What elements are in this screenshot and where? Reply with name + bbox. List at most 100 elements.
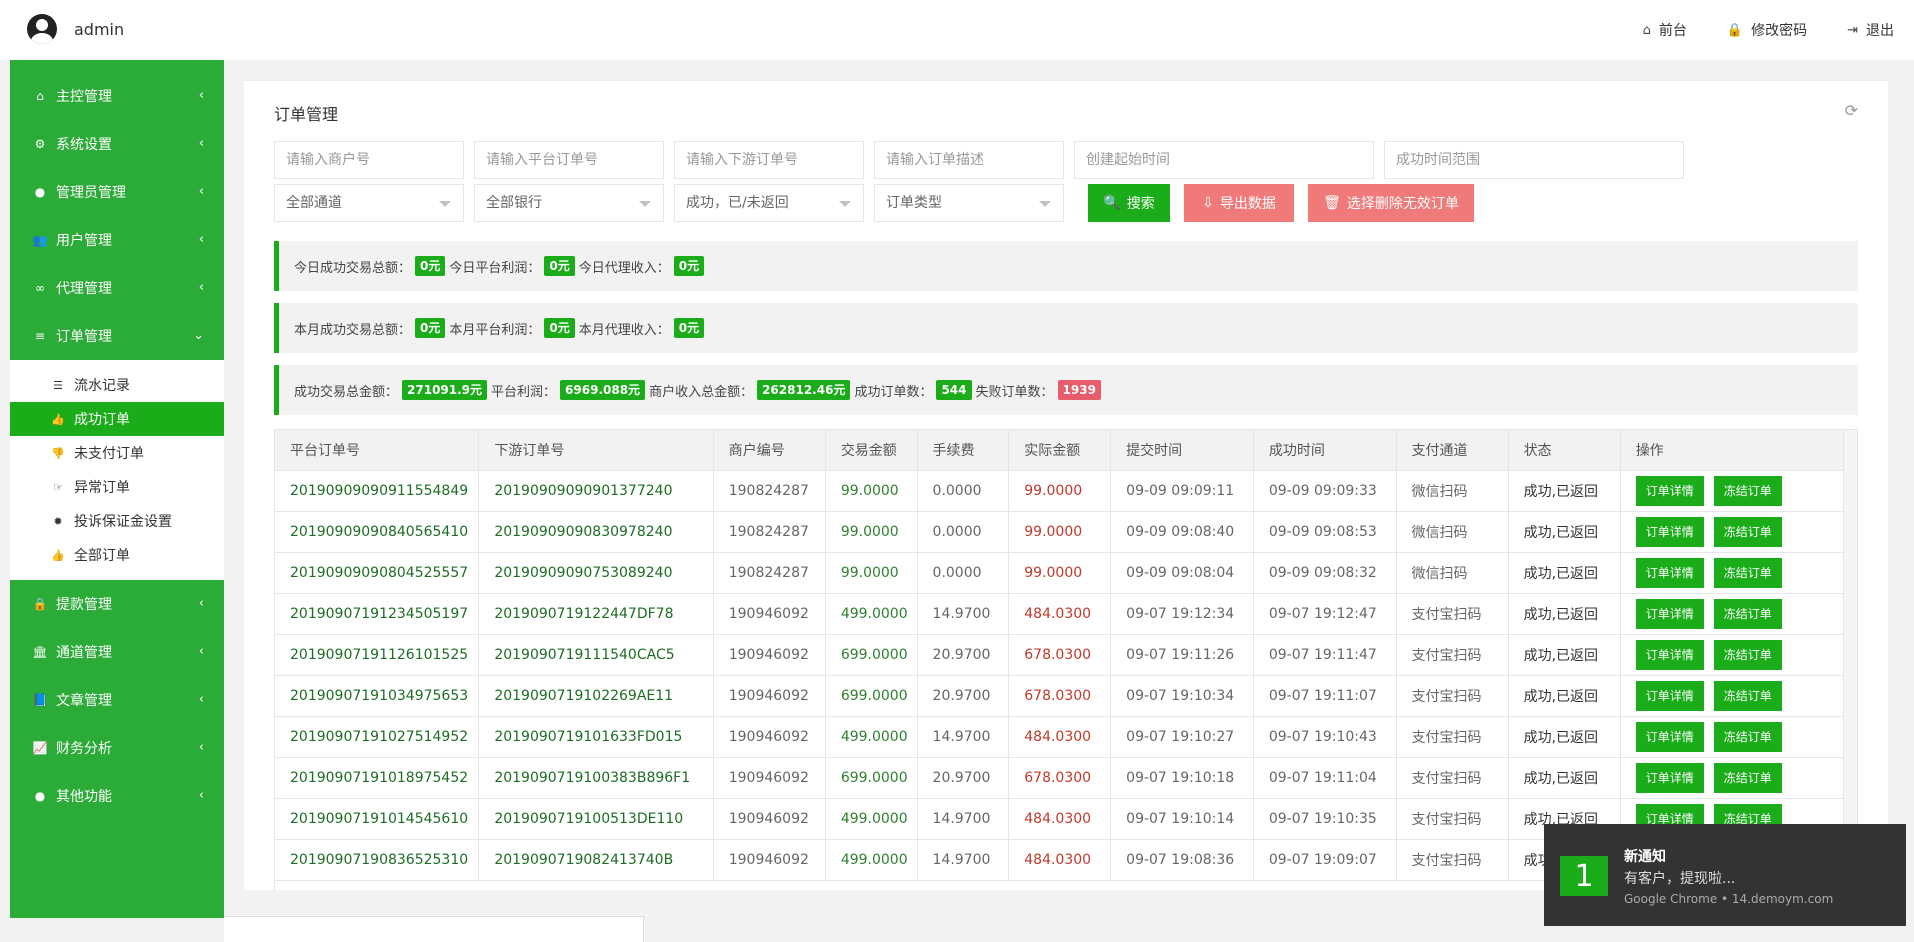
freeze-order-button[interactable]: 冻结订单 [1713,762,1782,793]
chevron-left-icon: ‹ [198,644,204,659]
create-time-input[interactable]: 创建起始时间 [1074,141,1374,179]
logout-link[interactable]: ⇥ 退出 [1847,22,1894,40]
sidebar-sub-success[interactable]: 👍 成功订单 [10,402,224,436]
merchant-input[interactable]: 请输入商户号 [274,141,464,179]
table-cell: 190824287 [713,552,826,594]
notification-body: 有客户，提现啦... [1624,871,1736,887]
table-cell: 499.0000 [825,593,918,635]
table-cell: 09-09 09:08:32 [1253,552,1397,594]
search-icon: 🔍 [1103,195,1121,211]
sidebar-item-finance[interactable]: 📈 财务分析 ‹ [10,724,224,772]
table-row: 20190909090804525557 20190909090753089240… [275,552,1846,594]
chevron-left-icon: ‹ [198,136,204,151]
order-desc-input[interactable]: 请输入订单描述 [874,141,1064,179]
sidebar-sub-flow[interactable]: ☰ 流水记录 [10,368,224,402]
notification-count: 1 [1560,856,1608,896]
table-cell-actions: 订单详情冻结订单 [1620,511,1846,553]
bank-icon: 🏛 [32,645,48,659]
table-cell: 09-09 09:09:33 [1253,470,1397,512]
list-icon: ≡ [34,329,46,343]
search-button[interactable]: 🔍 搜索 [1088,184,1170,222]
sidebar-item-orders[interactable]: ≡ 订单管理 ⌄ [10,312,224,360]
order-detail-button[interactable]: 订单详情 [1635,557,1704,588]
freeze-order-button[interactable]: 冻结订单 [1713,598,1782,629]
downstream-order-input[interactable]: 请输入下游订单号 [674,141,864,179]
order-type-select[interactable]: 订单类型 [874,184,1064,222]
table-cell: 20190907191027514952 [275,716,480,758]
table-cell-actions: 订单详情冻结订单 [1620,757,1846,799]
admin-name[interactable]: admin [74,20,125,39]
main-panel: 订单管理 ⟳ 请输入商户号 请输入平台订单号 请输入下游订单号 请输入订单描述 … [244,80,1888,891]
freeze-order-button[interactable]: 冻结订单 [1713,680,1782,711]
order-detail-button[interactable]: 订单详情 [1635,598,1704,629]
freeze-order-button[interactable]: 冻结订单 [1713,721,1782,752]
sidebar-item-agents[interactable]: ∞ 代理管理 ‹ [10,264,224,312]
table-cell: 0.0000 [917,511,1010,553]
status-select[interactable]: 成功，已/未返回 [674,184,864,222]
sidebar-sub-all[interactable]: 👍 全部订单 [51,548,130,564]
table-cell: 678.0300 [1008,675,1112,717]
freeze-order-button[interactable]: 冻结订单 [1713,516,1782,547]
sidebar-sub-unpaid[interactable]: 👎 未支付订单 [51,446,144,462]
logout-icon: ⇥ [1847,22,1858,38]
order-detail-button[interactable]: 订单详情 [1635,475,1704,506]
table-cell: 成功,已返回 [1508,757,1621,799]
gears-icon: ⚙ [34,137,46,151]
sidebar-sub-abnormal[interactable]: ☞ 异常订单 [10,470,224,504]
sidebar: ⌂ 主控管理 ‹ ⚙ 系统设置 ‹ ● 管理员管理 ‹ 👥 用户管理 ‹ ∞ 代理管理 ‹ ≡ 订单管… [10,60,224,918]
sidebar-item-users[interactable]: 👥 用户管理 ‹ [10,216,224,264]
channel-select[interactable]: 全部通道 [274,184,464,222]
sidebar-item-articles[interactable]: 📘 文章管理 ‹ [10,676,224,724]
table-cell: 190946092 [713,839,826,881]
table-cell: 20190909090830978240 [478,511,714,553]
table-cell-actions: 订单详情冻结订单 [1620,470,1846,512]
table-cell: 2019090719100383B896F1 [478,757,714,799]
users-icon: 👥 [32,233,48,247]
export-button[interactable]: ⇩ 导出数据 [1184,184,1294,222]
lock-icon: 🔒 [1726,22,1744,38]
user-circle-icon: ● [34,789,46,803]
table-cell: 2019090719111540CAC5 [478,634,714,676]
order-detail-button[interactable]: 订单详情 [1635,639,1704,670]
table-scrollbar[interactable] [1843,430,1857,891]
col-amount: 交易金额 [825,430,918,471]
delete-invalid-button[interactable]: 🗑 选择删除无效订单 [1308,184,1474,222]
notification-source: Google Chrome • 14.demoym.com [1624,892,1834,906]
table-cell: 支付宝扫码 [1396,675,1509,717]
table-cell: 499.0000 [825,716,918,758]
table-cell: 499.0000 [825,798,918,840]
col-submit-time: 提交时间 [1110,430,1254,471]
table-cell: 14.9700 [917,798,1010,840]
order-detail-button[interactable]: 订单详情 [1635,721,1704,752]
sidebar-item-system[interactable]: ⚙ 系统设置 ‹ [10,120,224,168]
sidebar-item-admins[interactable]: ● 管理员管理 ‹ [10,168,224,216]
chrome-notification[interactable]: 1 新通知 有客户，提现啦... Google Chrome • 14.demo… [1544,824,1906,926]
change-password-link[interactable]: 🔒 修改密码 [1726,22,1808,40]
order-detail-button[interactable]: 订单详情 [1635,516,1704,547]
table-cell: 支付宝扫码 [1396,839,1509,881]
avatar[interactable] [27,14,57,44]
table-cell: 20190907191018975452 [275,757,480,799]
fail-count-badge: 1939 [1057,380,1101,400]
refresh-icon[interactable]: ⟳ [1844,101,1858,120]
frontend-link[interactable]: ⌂ 前台 [1642,22,1687,40]
table-cell: 成功,已返回 [1508,593,1621,635]
sidebar-sub-deposit[interactable]: ✹ 投诉保证金设置 [10,504,224,538]
freeze-order-button[interactable]: 冻结订单 [1713,557,1782,588]
sidebar-item-withdraw[interactable]: 🔒 提款管理 ‹ [10,580,224,628]
table-row: 20190909090840565410 20190909090830978240… [275,511,1846,553]
sidebar-item-dashboard[interactable]: ⌂ 主控管理 ‹ [10,72,224,120]
success-time-input[interactable]: 成功时间范围 [1384,141,1684,179]
freeze-order-button[interactable]: 冻结订单 [1713,475,1782,506]
freeze-order-button[interactable]: 冻结订单 [1713,639,1782,670]
order-detail-button[interactable]: 订单详情 [1635,762,1704,793]
platform-order-input[interactable]: 请输入平台订单号 [474,141,664,179]
thumbs-up-icon: 👍 [51,548,65,562]
bank-select[interactable]: 全部银行 [474,184,664,222]
sidebar-item-channels[interactable]: 🏛 通道管理 ‹ [10,628,224,676]
table-cell: 99.0000 [825,511,918,553]
sidebar-item-other[interactable]: ● 其他功能 ‹ [10,772,224,820]
order-detail-button[interactable]: 订单详情 [1635,680,1704,711]
table-cell: 微信扫码 [1396,511,1509,553]
table-cell: 190946092 [713,757,826,799]
